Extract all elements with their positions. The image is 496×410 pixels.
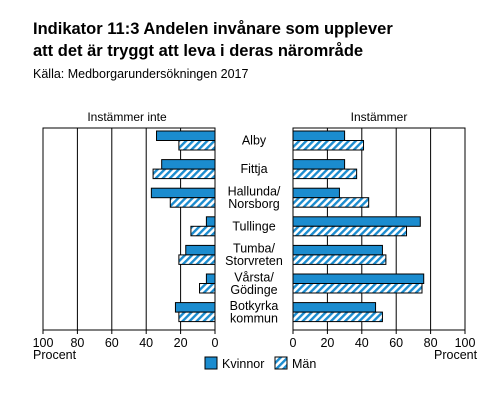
category-label: Fittja xyxy=(240,162,267,176)
category-labels: Alby Fittja Hallunda/Norsborg Tullinge Tumba… xyxy=(225,134,283,326)
bar-disagree-man xyxy=(190,225,216,237)
category-label: Storvreten xyxy=(225,254,283,268)
x-tick-label: 80 xyxy=(424,336,438,350)
category-label: Tullinge xyxy=(232,219,275,233)
bar-disagree-man xyxy=(199,283,216,294)
bar-agree-kvinnor xyxy=(292,159,346,170)
bar-disagree-kvinnor xyxy=(205,273,216,284)
x-axis-label-left: Procent xyxy=(33,348,77,362)
category-label: Hallunda/ xyxy=(228,184,281,198)
bar-disagree-man xyxy=(169,197,216,208)
bar-disagree-man xyxy=(178,140,216,151)
x-tick-label: 0 xyxy=(212,336,219,350)
x-tick-label: 20 xyxy=(320,336,334,350)
bar-agree-man xyxy=(292,254,387,265)
legend-label-man: Män xyxy=(292,357,316,371)
category-label: Alby xyxy=(242,134,267,148)
chart-title-line-2: att det är tryggt att leva i deras närom… xyxy=(33,42,364,60)
right-panel-label: Instämmer xyxy=(351,110,408,124)
x-tick-label: 60 xyxy=(105,336,119,350)
category-label: Gödinge xyxy=(230,283,277,297)
x-tick-label: 100 xyxy=(455,336,476,350)
bar-agree-kvinnor xyxy=(292,302,377,313)
bar-disagree-man xyxy=(178,311,216,323)
category-label: Botkyrka xyxy=(230,299,279,313)
x-tick-label: 60 xyxy=(389,336,403,350)
bar-disagree-kvinnor xyxy=(205,216,216,227)
bar-agree-kvinnor xyxy=(292,187,340,199)
bar-agree-kvinnor xyxy=(292,244,383,256)
legend-label-kvinnor: Kvinnor xyxy=(222,357,264,371)
bar-disagree-kvinnor xyxy=(185,244,216,256)
x-tick-label: 0 xyxy=(290,336,297,350)
chart-title-line-1: Indikator 11:3 Andelen invånare som uppl… xyxy=(33,20,393,38)
legend-swatch-man xyxy=(274,356,288,370)
bar-disagree-man xyxy=(178,254,216,265)
bar-agree-man xyxy=(292,283,423,294)
bar-disagree-man xyxy=(152,168,216,180)
chart-subtitle: Källa: Medborgarundersökningen 2017 xyxy=(33,67,249,81)
x-tick-label: 100 xyxy=(33,336,54,350)
bar-disagree-kvinnor xyxy=(150,187,216,199)
category-label: kommun xyxy=(230,311,278,325)
bar-disagree-kvinnor xyxy=(156,130,216,141)
category-label: Tumba/ xyxy=(233,242,275,256)
x-tick-label: 40 xyxy=(355,336,369,350)
legend-swatch-kvinnor xyxy=(204,356,218,370)
bar-agree-man xyxy=(292,311,383,323)
bar-agree-man xyxy=(292,140,365,151)
bar-disagree-kvinnor xyxy=(161,159,216,170)
x-tick-label: 40 xyxy=(139,336,153,350)
bar-agree-kvinnor xyxy=(292,273,425,284)
category-label: Vårsta/ xyxy=(234,270,274,284)
left-plot-frame xyxy=(42,127,216,331)
x-tick-label: 20 xyxy=(174,336,188,350)
bar-agree-man xyxy=(292,225,408,237)
x-tick-label: 80 xyxy=(70,336,84,350)
bar-agree-man xyxy=(292,168,358,180)
category-label: Norsborg xyxy=(228,197,279,211)
left-panel-label: Instämmer inte xyxy=(87,110,167,124)
bar-agree-kvinnor xyxy=(292,216,421,227)
legend: Kvinnor Män xyxy=(204,356,316,371)
bar-agree-man xyxy=(292,197,370,208)
x-axis-label-right: Procent xyxy=(434,348,478,362)
bar-agree-kvinnor xyxy=(292,130,346,141)
bar-disagree-kvinnor xyxy=(174,302,216,313)
